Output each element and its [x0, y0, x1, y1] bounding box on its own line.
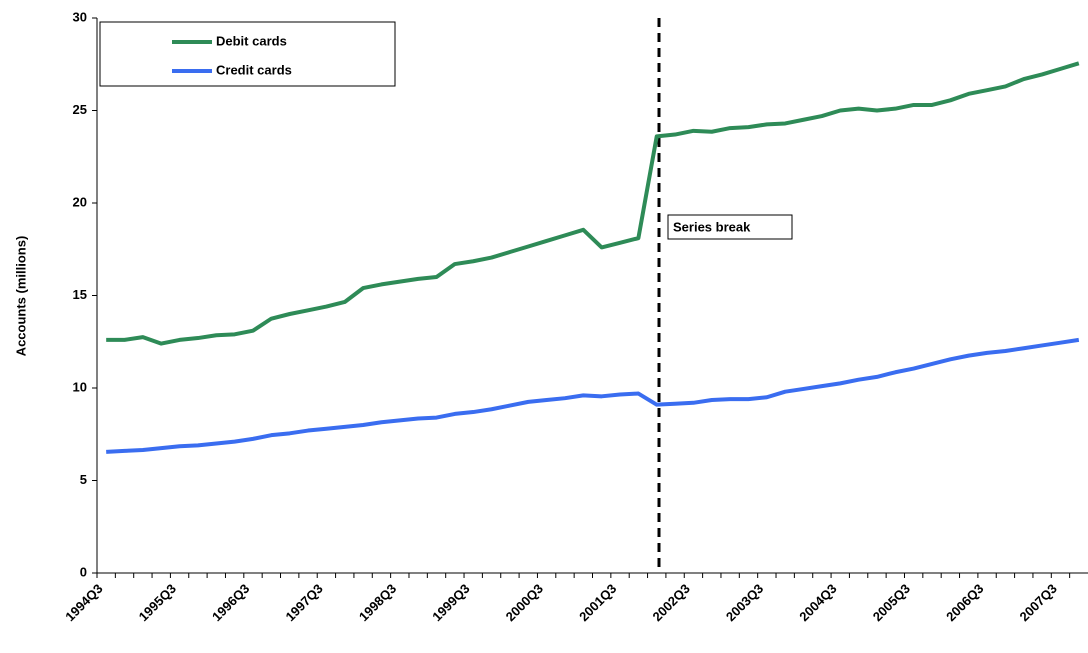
- x-tick-label: 1995Q3: [136, 581, 179, 624]
- x-tick-label: 2002Q3: [649, 581, 692, 624]
- series-line: [106, 337, 1080, 454]
- x-tick-label: 1999Q3: [429, 581, 472, 624]
- y-tick-label: 0: [80, 564, 87, 579]
- x-tick-label: 1997Q3: [282, 581, 325, 624]
- legend: [99, 21, 396, 87]
- x-tick-label: 2005Q3: [870, 581, 913, 624]
- legend-label: Credit cards: [216, 62, 292, 77]
- x-tick-label: 2007Q3: [1017, 581, 1060, 624]
- y-tick-label: 5: [80, 472, 87, 487]
- x-tick-label: 2000Q3: [503, 581, 546, 624]
- y-tick-label: 30: [73, 9, 87, 24]
- x-tick-label: 1996Q3: [209, 581, 252, 624]
- y-tick-label: 10: [73, 379, 87, 394]
- x-tick-label: 1994Q3: [62, 581, 105, 624]
- x-tick-label: 2003Q3: [723, 581, 766, 624]
- legend-label: Debit cards: [216, 33, 287, 48]
- y-axis-label: Accounts (millions): [13, 236, 28, 357]
- annotation-box: [667, 214, 793, 240]
- x-tick-label: 1998Q3: [356, 581, 399, 624]
- y-tick-label: 15: [73, 287, 87, 302]
- x-tick-label: 2004Q3: [796, 581, 839, 624]
- series-line: [106, 61, 1080, 346]
- annotation: Series break: [673, 219, 751, 234]
- y-tick-label: 20: [73, 194, 87, 209]
- x-tick-label: 2006Q3: [943, 581, 986, 624]
- y-tick-label: 25: [73, 102, 87, 117]
- x-tick-label: 2001Q3: [576, 581, 619, 624]
